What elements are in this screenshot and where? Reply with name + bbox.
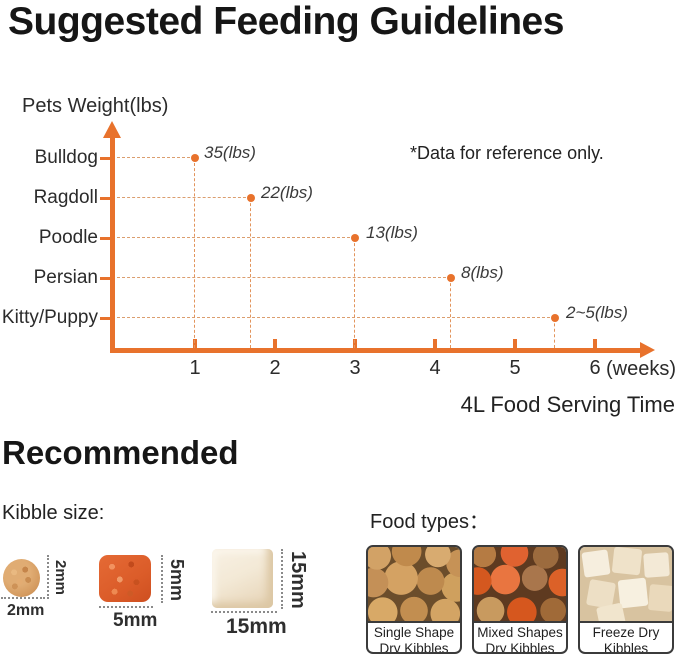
food-type-caption: Freeze Dry Kibbles	[580, 621, 672, 654]
category-tick	[100, 276, 111, 280]
dashed-guide-vertical	[554, 318, 555, 348]
caption-line: Dry Kibbles	[485, 641, 555, 654]
caption-line: Kibbles	[603, 641, 649, 654]
caption-line: Mixed Shapes	[477, 625, 563, 640]
x-axis-unit: (weeks)	[606, 358, 677, 380]
caption-line: Freeze Dry	[592, 625, 660, 640]
x-tick	[193, 339, 197, 348]
x-tick-label: 6	[589, 357, 601, 379]
dashed-guide-horizontal	[117, 237, 355, 238]
dimension-line-vertical	[161, 555, 163, 603]
data-point-label: 35(lbs)	[204, 143, 256, 162]
x-tick	[513, 339, 517, 348]
kibble-texture-piece	[617, 577, 649, 609]
dimension-label-vertical: 5mm	[167, 559, 187, 602]
dimension-line-horizontal	[99, 606, 153, 608]
x-tick	[273, 339, 277, 348]
food-types-label: Food types：	[370, 511, 489, 533]
freeze-dry-kibbles-photo	[580, 547, 672, 621]
category-label-ragdoll: Ragdoll	[33, 187, 98, 208]
dimension-label-horizontal: 5mm	[113, 610, 158, 631]
data-point-label: 22(lbs)	[261, 183, 313, 202]
reference-note: *Data for reference only.	[410, 143, 604, 163]
caption-line: Single Shape	[373, 625, 455, 640]
data-point-dot	[351, 234, 359, 242]
data-point-dot	[447, 274, 455, 282]
food-type-card-single-shape: Single Shape Dry Kibbles	[366, 545, 462, 654]
category-tick	[100, 236, 111, 240]
category-label-kitty-puppy: Kitty/Puppy	[1, 307, 98, 328]
dashed-guide-horizontal	[117, 317, 555, 318]
mixed-shapes-kibbles-photo	[474, 547, 566, 621]
food-type-caption: Mixed Shapes Dry Kibbles	[474, 621, 566, 654]
x-axis-title: 4L Food Serving Time	[460, 392, 675, 417]
dimension-line-horizontal	[1, 597, 45, 599]
x-tick-label: 5	[509, 357, 521, 379]
round-kibble-image	[3, 559, 40, 597]
kibble-texture-piece	[643, 552, 670, 578]
x-axis-line	[110, 348, 642, 353]
y-axis-arrow-icon	[103, 121, 121, 138]
x-axis-arrow-icon	[640, 342, 655, 358]
data-point-label: 2~5(lbs)	[566, 303, 628, 322]
dimension-label-vertical: 2mm	[52, 560, 69, 596]
category-tick	[100, 156, 111, 160]
category-label-bulldog: Bulldog	[34, 147, 98, 168]
x-tick	[353, 339, 357, 348]
dashed-guide-horizontal	[117, 157, 195, 158]
x-tick	[433, 339, 437, 348]
category-label-poodle: Poodle	[38, 227, 98, 248]
y-axis-label: Pets Weight(lbs)	[22, 95, 169, 117]
square-kibble-image	[99, 555, 151, 602]
category-label-persian: Persian	[33, 267, 98, 288]
dashed-guide-horizontal	[117, 277, 451, 278]
kibble-texture-piece	[647, 584, 672, 612]
data-point-label: 13(lbs)	[366, 223, 418, 242]
cube-kibble-image	[212, 549, 273, 608]
x-tick-label: 4	[429, 357, 441, 379]
dashed-guide-horizontal	[117, 197, 251, 198]
single-shape-kibbles-photo	[368, 547, 460, 621]
caption-line: Dry Kibbles	[379, 641, 449, 654]
data-point-dot	[191, 154, 199, 162]
x-tick-label: 1	[189, 357, 201, 379]
dashed-guide-vertical	[450, 278, 451, 348]
dimension-line-horizontal	[211, 611, 277, 613]
food-type-caption: Single Shape Dry Kibbles	[368, 621, 460, 654]
category-tick	[100, 316, 111, 320]
category-tick	[100, 196, 111, 200]
dimension-line-vertical	[281, 549, 283, 609]
kibble-texture-piece	[611, 547, 643, 576]
data-point-dot	[551, 314, 559, 322]
dimension-label-horizontal: 15mm	[226, 615, 287, 638]
dimension-label-horizontal: 2mm	[7, 602, 45, 619]
food-type-card-mixed-shapes: Mixed Shapes Dry Kibbles	[472, 545, 568, 654]
data-point-label: 8(lbs)	[461, 263, 504, 282]
x-tick-label: 3	[349, 357, 361, 379]
page-title: Suggested Feeding Guidelines	[8, 0, 564, 43]
dashed-guide-vertical	[250, 198, 251, 348]
data-point-dot	[247, 194, 255, 202]
dashed-guide-vertical	[354, 238, 355, 348]
kibble-texture-piece	[581, 549, 611, 578]
x-tick	[593, 339, 597, 348]
dashed-guide-vertical	[194, 158, 195, 348]
kibble-size-label: Kibble size:	[2, 502, 105, 524]
food-type-card-freeze-dry: Freeze Dry Kibbles	[578, 545, 674, 654]
recommended-heading: Recommended	[2, 434, 239, 471]
dimension-line-vertical	[47, 555, 49, 599]
x-tick-label: 2	[269, 357, 281, 379]
dimension-label-vertical: 15mm	[287, 551, 309, 609]
y-axis-line	[110, 136, 115, 352]
